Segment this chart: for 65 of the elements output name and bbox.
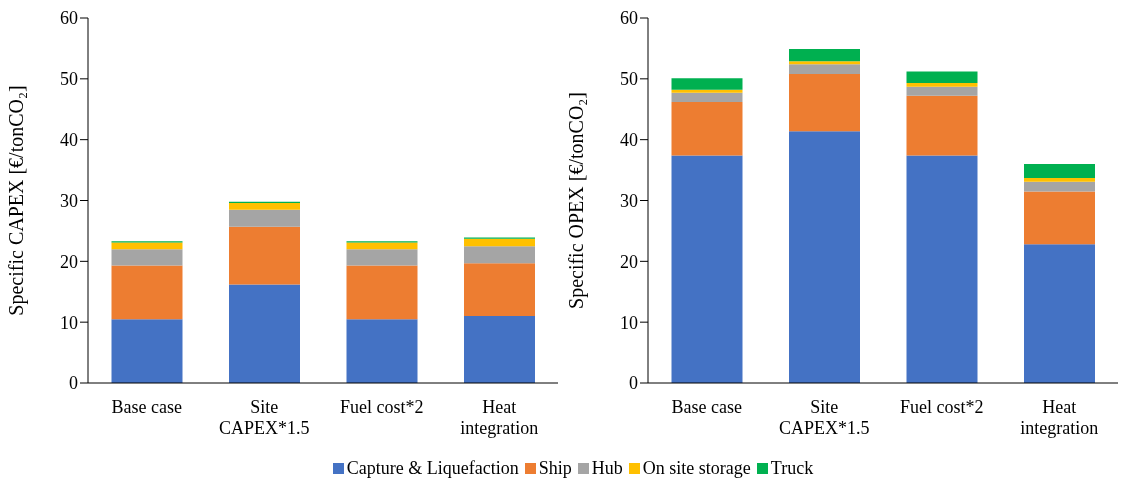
legend-label: Hub bbox=[591, 458, 623, 479]
bar bbox=[671, 78, 743, 90]
y-tick-label: 50 bbox=[60, 69, 78, 90]
y-tick-label: 60 bbox=[60, 8, 78, 29]
y-tick-label: 10 bbox=[60, 312, 78, 333]
legend-label: Capture & Liquefaction bbox=[346, 458, 519, 479]
y-tick-label: 0 bbox=[69, 373, 78, 394]
bar bbox=[229, 202, 300, 210]
y-tick-label: 40 bbox=[60, 130, 78, 151]
bar bbox=[464, 238, 535, 247]
bar bbox=[1024, 164, 1095, 178]
y-tick-label: 20 bbox=[620, 251, 638, 272]
y-axis-title: Specific CAPEX [€/tonCO₂] bbox=[5, 85, 29, 316]
bar bbox=[906, 95, 978, 156]
bar bbox=[1024, 177, 1095, 182]
bar bbox=[229, 226, 300, 285]
bar bbox=[906, 155, 978, 383]
x-tick-label: Base case bbox=[671, 397, 742, 417]
bar bbox=[1024, 244, 1095, 383]
bar bbox=[464, 263, 535, 317]
x-tick-label: Site CAPEX*1.5 bbox=[778, 397, 870, 438]
bar bbox=[906, 83, 978, 87]
bar bbox=[111, 249, 183, 266]
bar bbox=[111, 265, 183, 320]
bar bbox=[111, 319, 183, 383]
bar bbox=[464, 316, 535, 383]
bar bbox=[789, 64, 860, 74]
x-tick-label: Heat integration bbox=[460, 397, 539, 438]
bar bbox=[1024, 181, 1095, 192]
bar bbox=[346, 319, 418, 383]
x-tick-label: Base case bbox=[111, 397, 182, 417]
x-tick-label: Fuel cost*2 bbox=[340, 397, 424, 417]
bar bbox=[789, 131, 860, 383]
y-tick-label: 10 bbox=[620, 312, 638, 333]
bar bbox=[346, 265, 418, 320]
bar bbox=[229, 284, 300, 383]
bar bbox=[906, 86, 978, 96]
x-tick-label: Site CAPEX*1.5 bbox=[218, 397, 310, 438]
legend-label: Ship bbox=[538, 458, 572, 479]
bar bbox=[1024, 191, 1095, 245]
bar bbox=[671, 89, 743, 93]
bar bbox=[111, 242, 183, 250]
bar bbox=[789, 49, 860, 62]
bar bbox=[671, 155, 743, 383]
bar bbox=[346, 249, 418, 266]
y-tick-label: 60 bbox=[620, 8, 638, 29]
bar bbox=[346, 242, 418, 250]
bar bbox=[789, 73, 860, 132]
x-tick-label: Fuel cost*2 bbox=[900, 397, 984, 417]
bar bbox=[229, 209, 300, 227]
bar bbox=[671, 101, 743, 156]
bar bbox=[789, 61, 860, 65]
bar bbox=[906, 71, 978, 84]
y-tick-label: 40 bbox=[620, 130, 638, 151]
legend-label: On site storage bbox=[642, 458, 751, 479]
y-axis-title: Specific OPEX [€/tonCO₂] bbox=[565, 92, 589, 309]
x-tick-label: Heat integration bbox=[1020, 397, 1099, 438]
bar bbox=[464, 246, 535, 264]
y-tick-label: 0 bbox=[629, 373, 638, 394]
y-tick-label: 30 bbox=[60, 190, 78, 211]
bar bbox=[671, 92, 743, 102]
legend-label: Truck bbox=[770, 458, 814, 479]
y-tick-label: 50 bbox=[620, 69, 638, 90]
y-tick-label: 30 bbox=[620, 190, 638, 211]
y-tick-label: 20 bbox=[60, 251, 78, 272]
